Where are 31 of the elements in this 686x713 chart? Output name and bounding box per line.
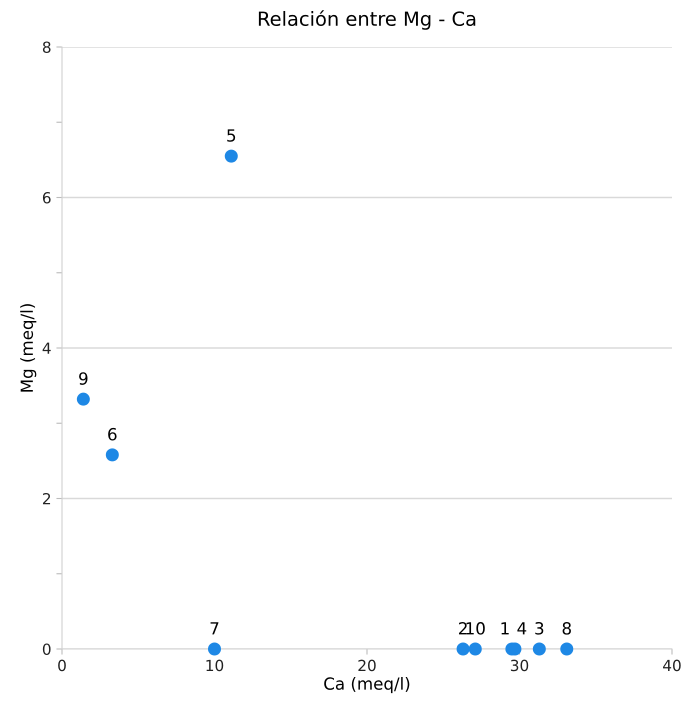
- annotation: 4: [517, 622, 526, 634]
- point: [76, 392, 90, 406]
- x-tick-label: 40: [663, 660, 681, 672]
- annotation: 10: [466, 622, 485, 635]
- point: [468, 642, 482, 656]
- point: [224, 150, 238, 163]
- x-axis-title: Ca (meq/l): [324, 676, 410, 694]
- y-axis-title: Mg (meq/l): [20, 304, 36, 392]
- annotation: 8: [562, 622, 571, 635]
- point: [560, 642, 574, 656]
- y-tick-label: 0: [42, 643, 51, 656]
- annotation: 3: [535, 622, 544, 635]
- point: [208, 642, 222, 656]
- x-tick-label: 10: [206, 660, 224, 672]
- y-tick-label: 6: [42, 192, 51, 204]
- point: [456, 642, 470, 656]
- y-tick-label: 2: [42, 492, 50, 504]
- chart-title: Relación entre Mg - Ca: [258, 10, 476, 30]
- annotation: 5: [227, 129, 236, 142]
- annotation: 6: [108, 428, 117, 441]
- x-tick-label: 30: [510, 660, 528, 672]
- annotation: 1: [501, 622, 509, 634]
- point: [106, 448, 119, 462]
- annotation: 7: [210, 622, 218, 634]
- y-tick-label: 4: [42, 342, 51, 354]
- x-tick-label: 0: [58, 660, 66, 672]
- point: [532, 642, 546, 656]
- x-tick-label: 20: [358, 660, 376, 672]
- annotation: 9: [79, 372, 88, 385]
- annotation: 2: [458, 622, 467, 634]
- y-tick-label: 8: [42, 41, 51, 54]
